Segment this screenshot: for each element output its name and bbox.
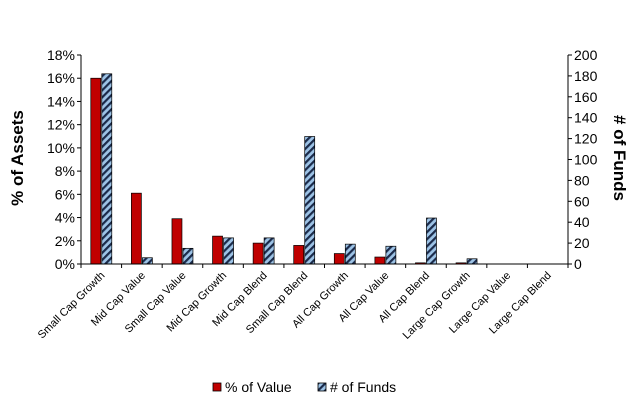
left-tick-label: 6% bbox=[55, 186, 75, 202]
bar-value bbox=[212, 235, 223, 265]
bar-funds bbox=[304, 136, 316, 265]
right-tick-label: 20 bbox=[574, 235, 590, 251]
left-tick-label: 2% bbox=[55, 233, 75, 249]
right-tick-label: 200 bbox=[574, 47, 598, 63]
legend-swatch-value bbox=[212, 382, 222, 392]
left-tick-label: 10% bbox=[47, 140, 75, 156]
legend-swatch-funds bbox=[317, 382, 327, 392]
bar-value bbox=[374, 256, 386, 265]
bar-funds bbox=[466, 258, 478, 265]
right-tick-label: 40 bbox=[574, 214, 590, 230]
bar-funds bbox=[426, 217, 437, 265]
left-tick-label: 8% bbox=[55, 163, 75, 179]
bar-funds bbox=[263, 237, 275, 265]
bar-funds bbox=[182, 247, 194, 265]
right-tick-label: 120 bbox=[574, 131, 598, 147]
bar-funds bbox=[101, 73, 113, 265]
right-tick-label: 60 bbox=[574, 193, 590, 209]
legend-label-funds: # of Funds bbox=[330, 379, 396, 395]
legend-label-value: % of Value bbox=[225, 379, 292, 395]
bar-value bbox=[131, 192, 142, 265]
legend: % of Value # of Funds bbox=[212, 379, 396, 395]
right-tick-label: 100 bbox=[574, 152, 598, 168]
right-tick-label: 80 bbox=[574, 172, 590, 188]
bar-value bbox=[293, 245, 305, 265]
bar-funds bbox=[223, 237, 234, 265]
right-axis-title: # of Funds bbox=[610, 115, 629, 201]
left-axis-title: % of Assets bbox=[8, 110, 27, 206]
bar-value bbox=[171, 218, 183, 265]
right-tick-label: 0 bbox=[574, 256, 582, 272]
right-tick-label: 180 bbox=[574, 68, 598, 84]
bar-value bbox=[252, 242, 264, 265]
right-tick-label: 160 bbox=[574, 89, 598, 105]
left-tick-label: 0% bbox=[55, 256, 75, 272]
right-tick-label: 140 bbox=[574, 110, 598, 126]
left-tick-label: 18% bbox=[47, 47, 75, 63]
bar-funds bbox=[385, 245, 397, 265]
left-tick-label: 4% bbox=[55, 210, 75, 226]
bar-funds bbox=[344, 243, 356, 265]
left-tick-label: 14% bbox=[47, 93, 75, 109]
bar-value bbox=[90, 77, 102, 265]
left-tick-label: 12% bbox=[47, 117, 75, 133]
left-tick-label: 16% bbox=[47, 70, 75, 86]
category-label: Small Cap Growth bbox=[36, 270, 108, 342]
bar-funds bbox=[142, 257, 153, 265]
bar-value bbox=[333, 253, 345, 265]
